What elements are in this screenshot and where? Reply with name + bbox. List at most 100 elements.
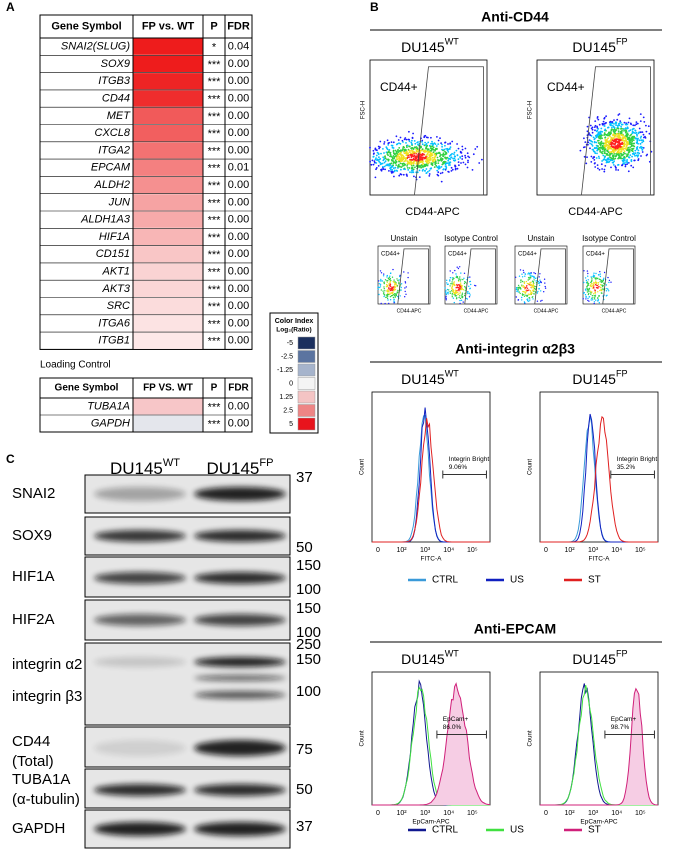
flow-dot xyxy=(447,159,450,162)
flow-dot xyxy=(388,290,390,293)
legend-swatch xyxy=(297,350,316,363)
flow-dot xyxy=(440,180,443,183)
flow-dot xyxy=(397,148,399,151)
flow-dot xyxy=(411,139,413,142)
flow-dot xyxy=(607,148,610,151)
flow-dot xyxy=(409,161,412,164)
flow-dot xyxy=(431,152,433,155)
flow-dot xyxy=(378,156,380,159)
flow-dot xyxy=(544,282,546,284)
flow-dot xyxy=(633,159,636,162)
flow-dot xyxy=(380,278,382,281)
flow-dot xyxy=(413,160,416,163)
flow-dot xyxy=(632,131,635,134)
flow-dot xyxy=(458,284,460,286)
flow-dot xyxy=(616,151,619,154)
flow-dot xyxy=(403,157,406,160)
blot-band xyxy=(194,784,286,796)
flow-dot xyxy=(602,154,605,157)
flow-dot xyxy=(622,146,624,148)
flow-dot xyxy=(388,149,391,151)
flow-dot xyxy=(385,164,387,167)
flow-dot xyxy=(599,286,601,288)
flow-dot xyxy=(626,161,629,164)
flow-dot xyxy=(456,286,458,289)
heat-cell xyxy=(133,107,203,124)
flow-dot xyxy=(377,286,380,288)
flow-dot xyxy=(438,152,441,155)
flow-dot xyxy=(587,141,590,144)
flow-dot xyxy=(451,296,453,298)
flow-dot xyxy=(598,142,600,144)
flow-dot xyxy=(641,148,644,151)
flow-dot xyxy=(593,281,595,284)
fdr-value: 0.00 xyxy=(228,179,249,191)
flow-dot xyxy=(589,147,591,150)
flow-dot xyxy=(524,292,526,294)
flow-dot xyxy=(400,156,403,159)
flow-dot xyxy=(596,134,599,137)
blot-band xyxy=(94,784,186,796)
flow-dot xyxy=(590,281,592,284)
gene-symbol: SRC xyxy=(107,300,130,312)
flow-dot xyxy=(390,286,392,288)
flow-dot xyxy=(390,144,393,147)
flow-dot xyxy=(404,290,406,293)
flow-dot xyxy=(413,175,415,178)
histogram-curve xyxy=(372,418,490,543)
flow-dot xyxy=(457,288,460,290)
flow-dot xyxy=(597,283,600,286)
flow-dot xyxy=(610,157,613,160)
flow-dot xyxy=(399,142,402,145)
flow-dot xyxy=(389,289,391,292)
flow-dot xyxy=(441,163,444,166)
flow-dot xyxy=(408,159,411,162)
flow-dot xyxy=(529,293,531,296)
flow-dot xyxy=(622,137,624,140)
flow-dot xyxy=(602,120,605,123)
flow-dot xyxy=(374,158,377,161)
p-value: *** xyxy=(208,401,222,413)
flow-dot xyxy=(611,155,614,157)
flow-dot xyxy=(382,275,385,277)
flow-dot xyxy=(606,160,608,163)
flow-dot xyxy=(395,135,398,138)
flow-dot xyxy=(622,158,625,161)
mw-marker: 100 xyxy=(296,624,321,641)
flow-dot xyxy=(400,286,402,289)
flow-dot xyxy=(395,284,397,286)
sample-name: DU145 xyxy=(401,651,445,667)
flow-dot xyxy=(411,171,413,174)
flow-dot xyxy=(458,277,460,280)
flow-dot xyxy=(520,279,522,281)
flow-dot xyxy=(462,278,464,281)
flow-dot xyxy=(395,293,398,295)
flow-dot xyxy=(464,292,466,295)
flow-dot xyxy=(447,170,450,173)
flow-dot xyxy=(639,137,642,139)
flow-dot xyxy=(585,295,587,298)
flow-dot xyxy=(594,292,596,294)
p-value: *** xyxy=(208,232,222,244)
gene-symbol: CD44 xyxy=(102,92,130,104)
axis-label: FSC-H xyxy=(528,101,534,119)
flow-dot xyxy=(460,162,462,164)
flow-dot xyxy=(585,279,588,282)
flow-dot xyxy=(590,285,592,288)
tick-label: 0 xyxy=(376,810,380,817)
flow-dot xyxy=(463,282,466,285)
flow-dot xyxy=(398,147,401,149)
tick-label: 10² xyxy=(564,810,575,817)
flow-dot xyxy=(609,147,612,150)
flow-dot xyxy=(536,300,539,302)
flow-dot xyxy=(457,161,460,164)
flow-dot xyxy=(392,164,394,167)
flow-dot xyxy=(464,154,466,157)
flow-dot xyxy=(599,271,601,273)
flow-dot xyxy=(634,149,637,152)
flow-dot xyxy=(634,152,637,155)
flow-dot xyxy=(620,154,623,157)
flow-dot xyxy=(525,294,527,296)
flow-dot xyxy=(611,159,614,162)
flow-dot xyxy=(456,291,458,294)
